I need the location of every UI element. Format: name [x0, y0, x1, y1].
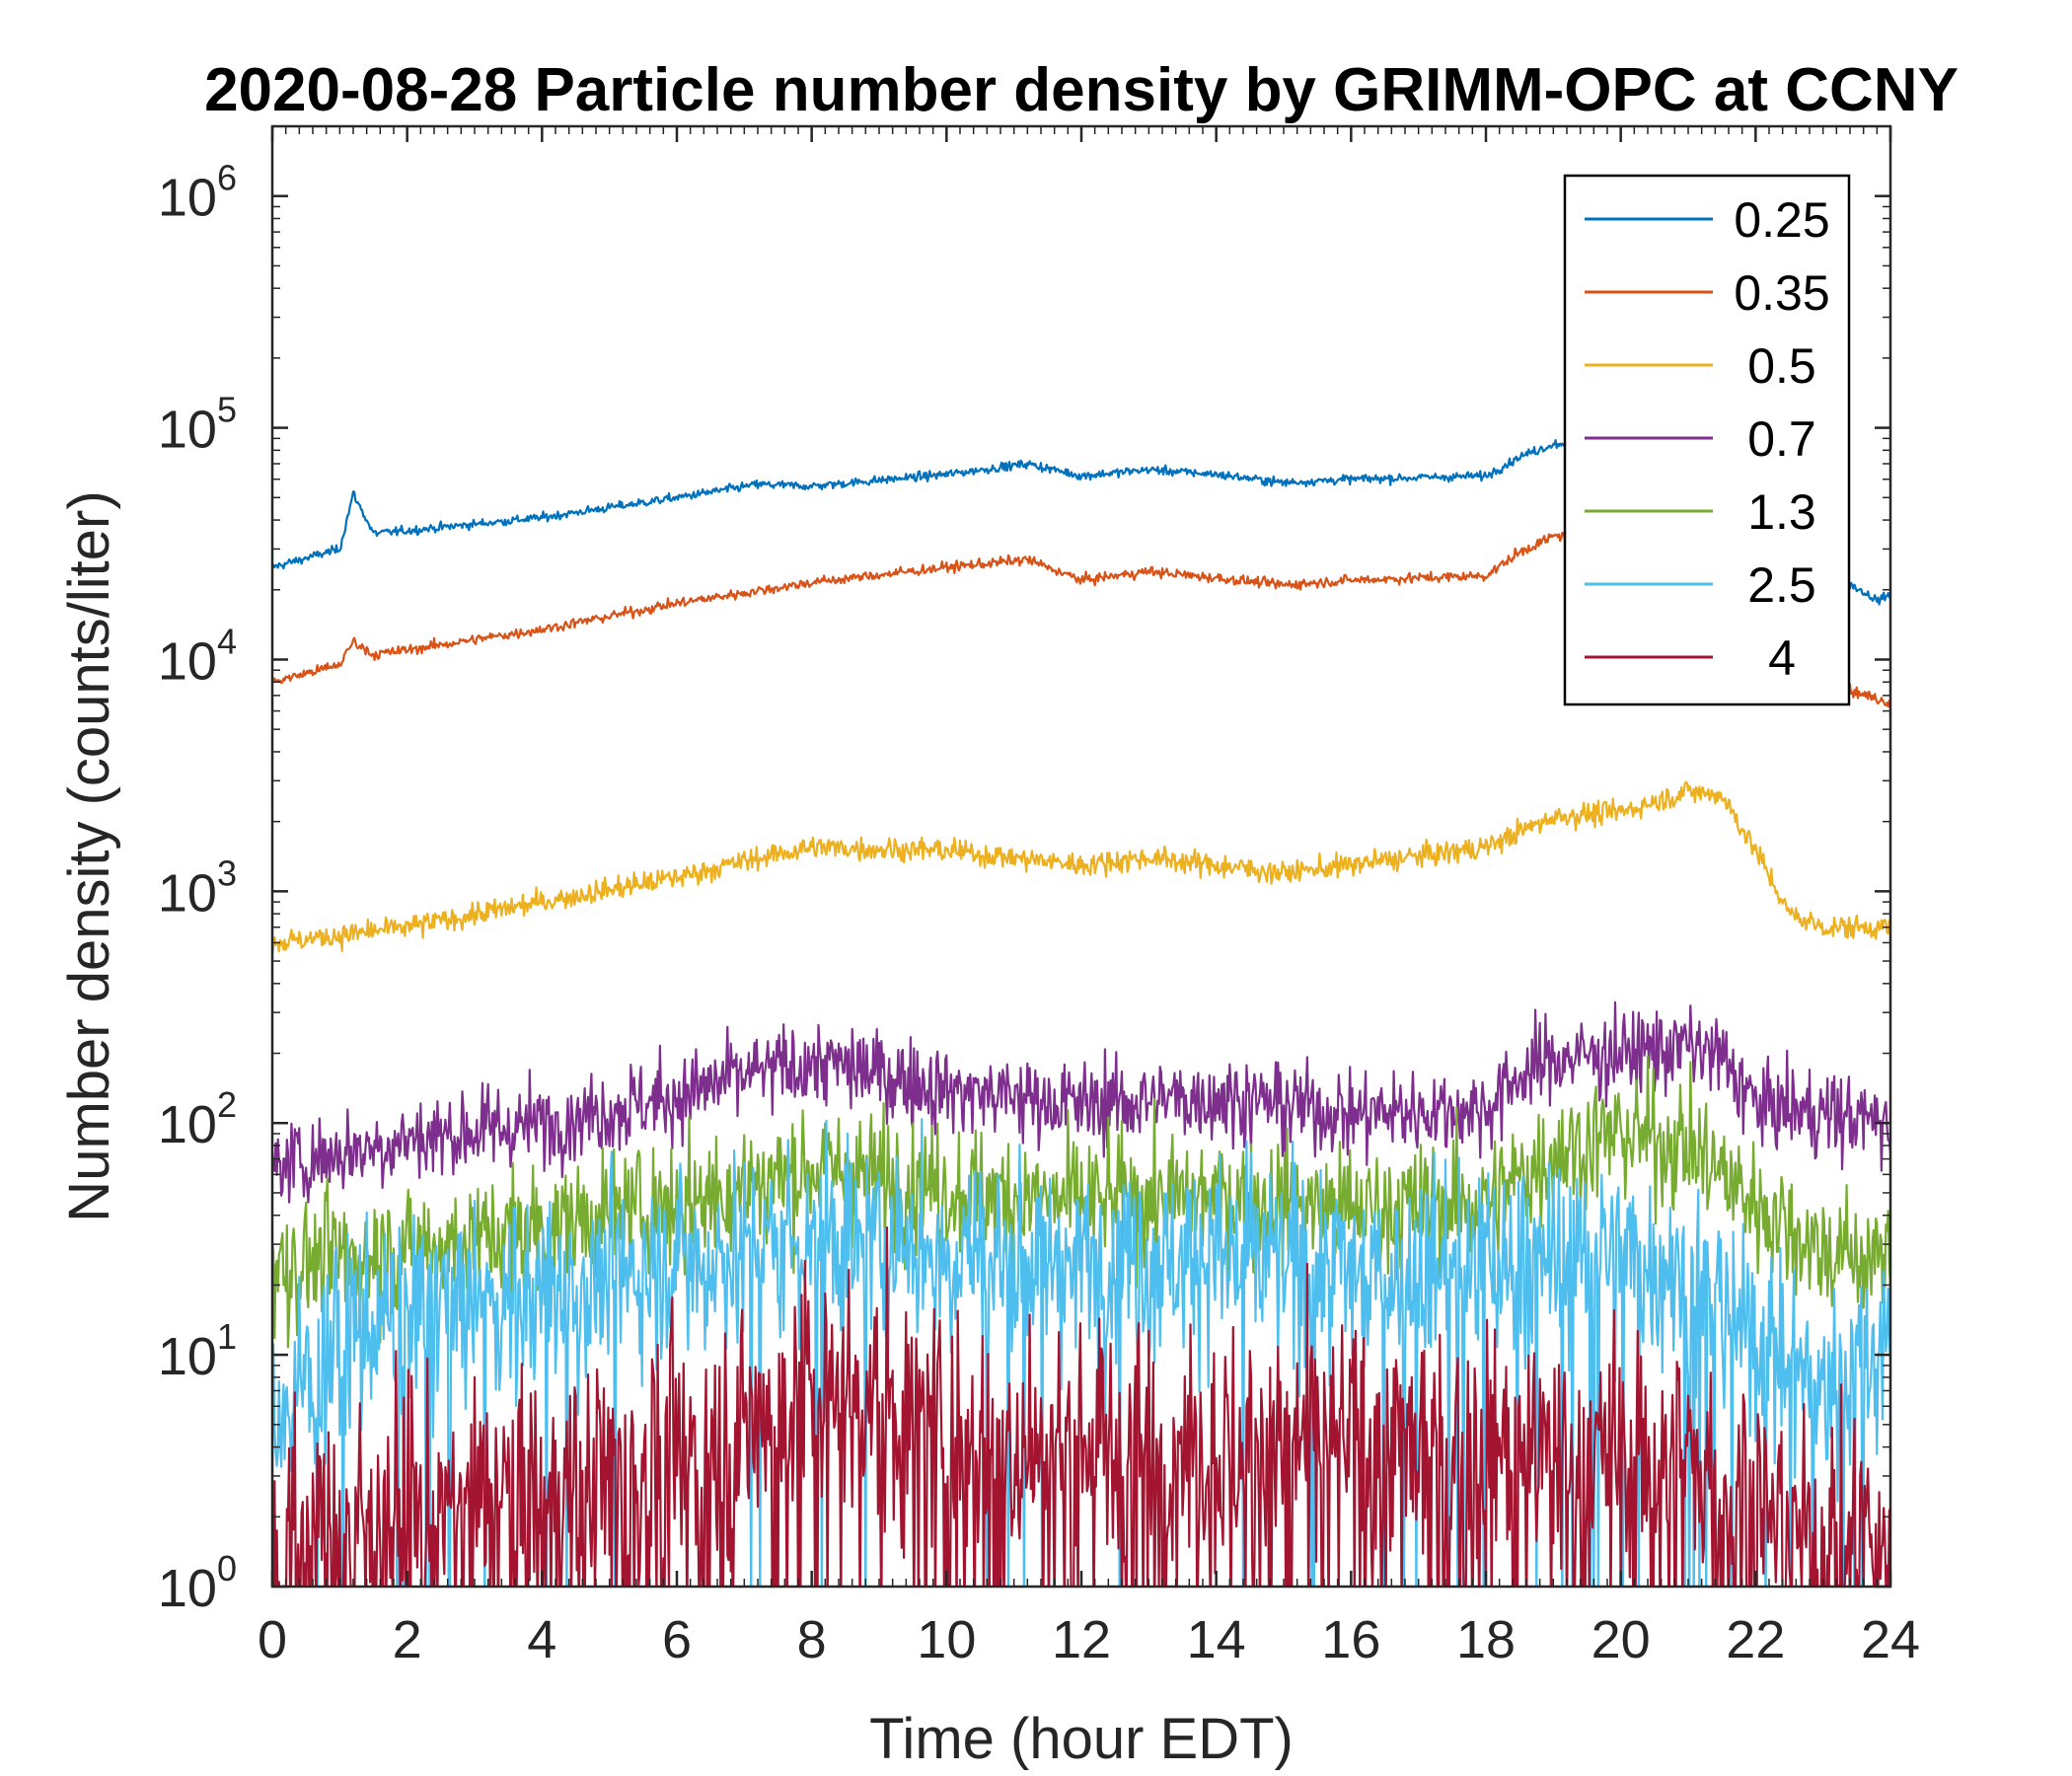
x-tick-label: 18 [1456, 1610, 1516, 1669]
x-tick-label: 16 [1321, 1610, 1380, 1669]
x-tick-label: 0 [258, 1610, 287, 1669]
legend-label: 1.3 [1747, 484, 1816, 540]
y-tick-label: 106 [158, 158, 237, 228]
y-tick-label: 101 [158, 1316, 237, 1386]
chart-title: 2020-08-28 Particle number density by GR… [204, 56, 1959, 124]
y-tick-labels: 100 101 102 103 104 105 106 [158, 158, 237, 1618]
legend-box [1563, 174, 1851, 706]
tick-layer [270, 125, 1892, 1589]
legend-label: 0.35 [1734, 265, 1829, 321]
series-line-2-5 [272, 1118, 1890, 1587]
x-tick-label: 6 [662, 1610, 692, 1669]
x-axis-title: Time (hour EDT) [869, 1707, 1294, 1771]
y-tick-label: 104 [158, 621, 237, 691]
x-tick-label: 10 [917, 1610, 976, 1669]
x-tick-labels: 0 2 4 6 8 10 12 14 16 18 20 22 24 [258, 1610, 1920, 1669]
legend: 0.25 0.35 0.5 0.7 1.3 2.5 4 [1563, 174, 1851, 706]
series-line-4 [272, 1226, 1890, 1587]
x-tick-label: 8 [797, 1610, 827, 1669]
y-tick-label: 100 [158, 1548, 237, 1618]
series-line-0-5 [272, 780, 1890, 955]
y-tick-label: 103 [158, 852, 237, 923]
x-tick-label: 14 [1187, 1610, 1246, 1669]
series-layer [272, 432, 1890, 1587]
x-tick-label: 2 [393, 1610, 422, 1669]
y-tick-label: 105 [158, 390, 237, 460]
x-tick-label: 4 [527, 1610, 556, 1669]
legend-label: 0.25 [1734, 192, 1829, 248]
x-tick-label: 12 [1052, 1610, 1111, 1669]
legend-label: 0.5 [1747, 338, 1816, 394]
legend-label: 2.5 [1747, 557, 1816, 613]
x-tick-label: 20 [1591, 1610, 1651, 1669]
series-line-0-7 [272, 1000, 1890, 1204]
y-tick-label: 102 [158, 1084, 237, 1154]
legend-label: 4 [1768, 630, 1796, 686]
series-line-1-3 [272, 1055, 1890, 1349]
x-tick-label: 22 [1726, 1610, 1785, 1669]
y-axis-title: Number density (counts/liter) [57, 490, 121, 1221]
x-tick-label: 24 [1861, 1610, 1920, 1669]
legend-label: 0.7 [1747, 411, 1816, 467]
